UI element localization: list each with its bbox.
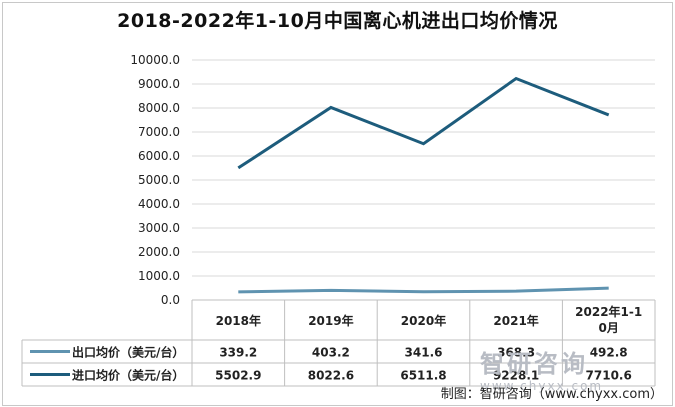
y-tick-label: 1000.0 — [138, 269, 180, 283]
table-value: 368.3 — [497, 346, 535, 360]
y-tick-label: 5000.0 — [138, 173, 180, 187]
y-tick-label: 4000.0 — [138, 197, 180, 211]
table-value: 403.2 — [312, 346, 350, 360]
y-tick-label: 8000.0 — [138, 101, 180, 115]
legend-label: 出口均价（美元/台） — [72, 345, 184, 360]
x-category-label: 2020年 — [401, 313, 446, 328]
table-value: 5502.9 — [215, 369, 261, 383]
x-category-label: 2018年 — [216, 313, 261, 328]
y-tick-label: 2000.0 — [138, 245, 180, 259]
x-category-label: 0月 — [599, 321, 619, 335]
y-tick-label: 9000.0 — [138, 77, 180, 91]
series-line — [238, 286, 609, 294]
table-value: 7710.6 — [586, 369, 632, 383]
x-category-label: 2019年 — [308, 313, 353, 328]
table-value: 339.2 — [219, 346, 257, 360]
y-tick-label: 7000.0 — [138, 125, 180, 139]
y-tick-label: 3000.0 — [138, 221, 180, 235]
source-credit: 制图：智研咨询（www.chyxx.com） — [440, 387, 663, 402]
table-value: 6511.8 — [400, 369, 446, 383]
x-category-label: 2022年1-1 — [575, 304, 642, 319]
y-tick-label: 6000.0 — [138, 149, 180, 163]
table-value: 341.6 — [405, 346, 443, 360]
x-category-label: 2021年 — [493, 313, 538, 328]
table-value: 8022.6 — [308, 369, 354, 383]
table-value: 9228.1 — [493, 369, 539, 383]
chart-title: 2018-2022年1-10月中国离心机进出口均价情况 — [117, 10, 558, 32]
y-tick-label: 0.0 — [161, 293, 180, 307]
legend-label: 进口均价（美元/台） — [72, 368, 184, 383]
table-value: 492.8 — [590, 346, 628, 360]
y-tick-label: 10000.0 — [130, 53, 180, 67]
series-line — [237, 76, 610, 170]
